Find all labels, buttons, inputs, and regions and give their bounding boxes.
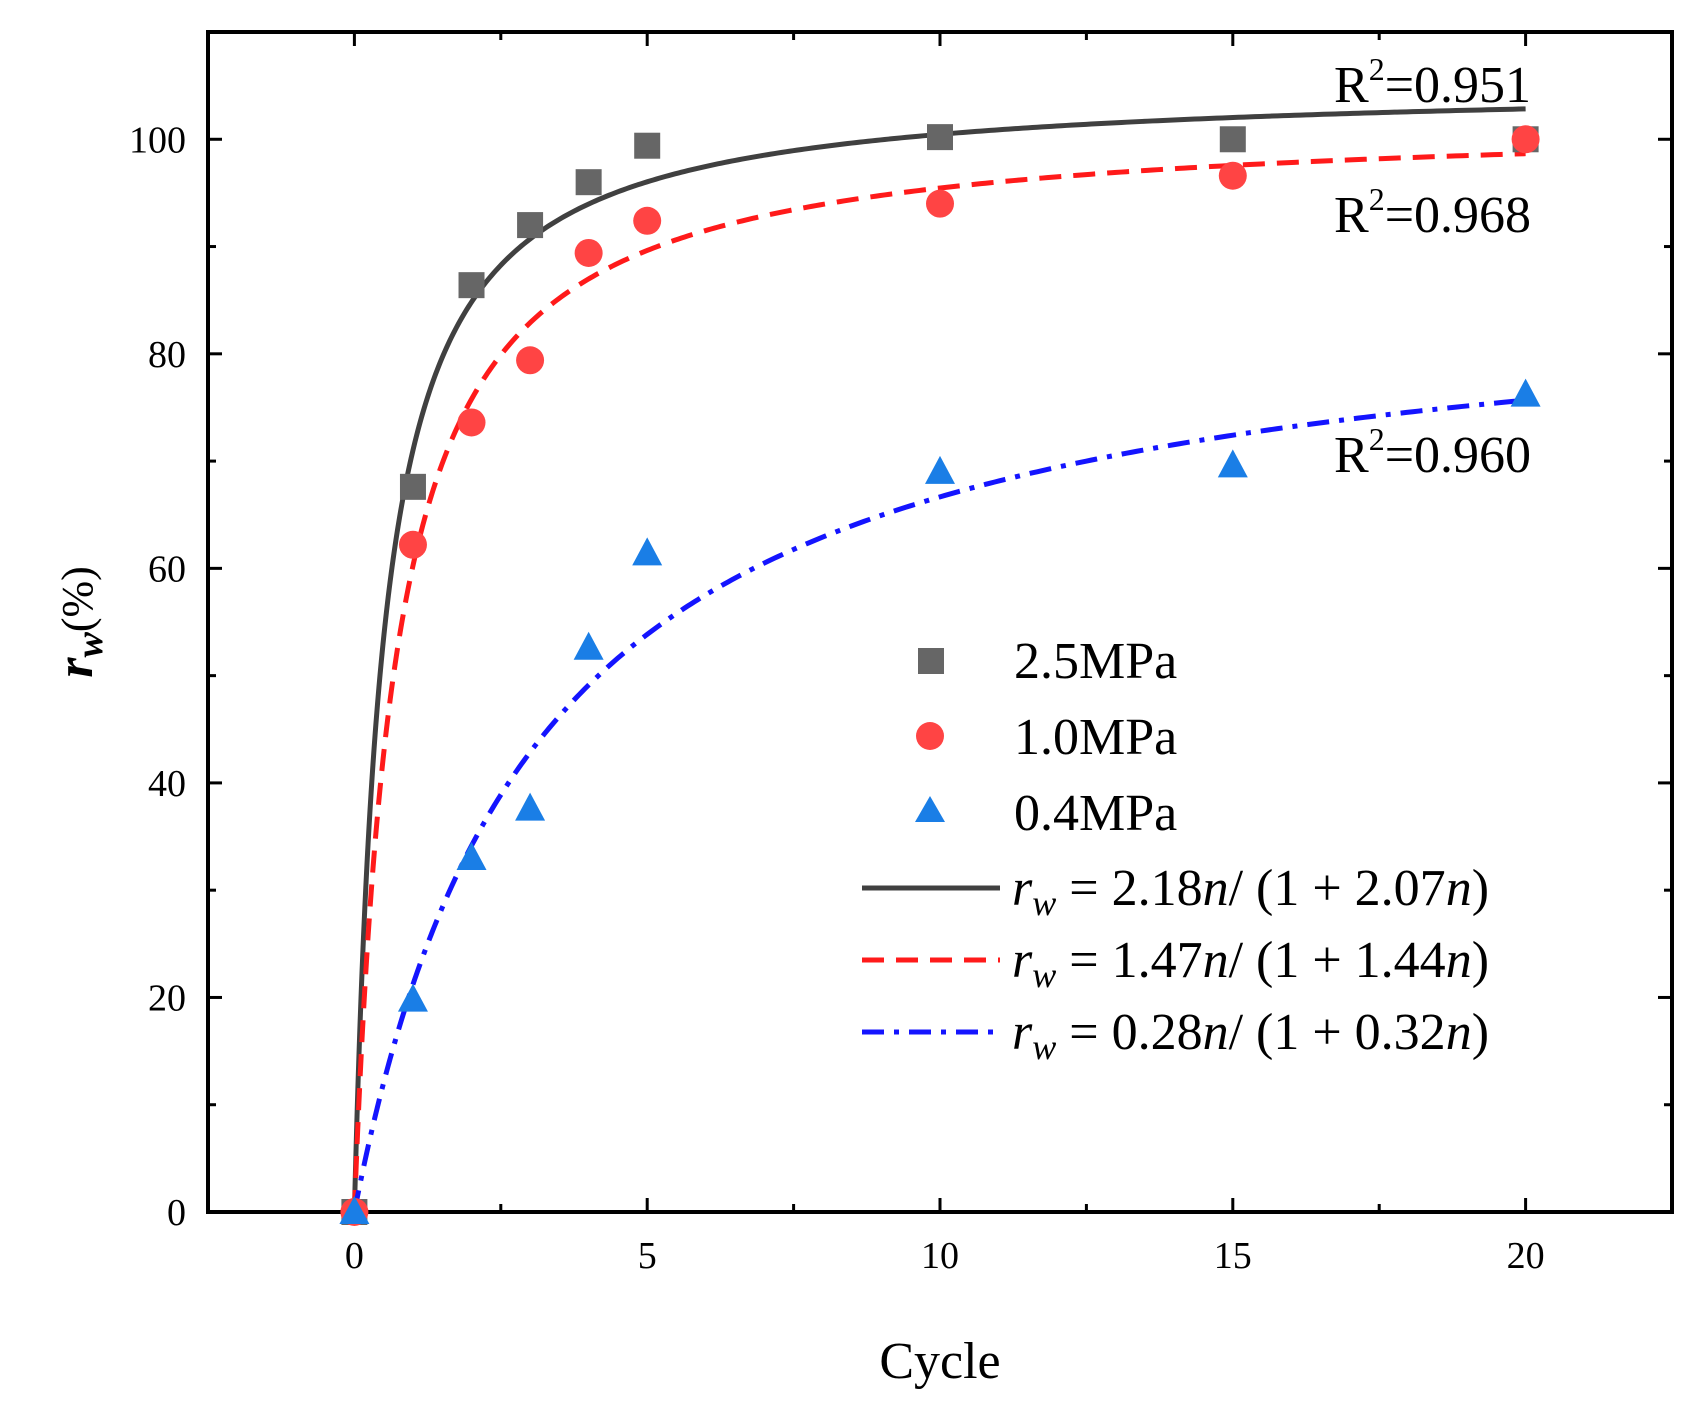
x-tick-label: 20 [1507,1235,1545,1277]
axis-ticks: 0 5 10 15 20 0 20 40 60 80 100 [129,30,1674,1277]
legend: 2.5MPa 1.0MPa 0.4MPa rw = 2.18n/ (1 + 2.… [862,633,1489,1067]
legend-label-1.0mpa: 1.0MPa [1014,709,1177,766]
marker-triangle [515,792,546,821]
fit-curves [351,106,1526,1213]
marker-triangle [456,842,487,870]
y-tick-label: 40 [148,763,186,805]
legend-marker-2.5mpa [918,648,944,674]
marker-triangle [1217,449,1248,478]
y-axis-title: rw(%) [47,566,111,678]
legend-marker-1.0mpa [916,722,944,750]
marker-triangle [339,1196,370,1224]
legend-eq-0.4mpa: rw = 0.28n/ (1 + 0.32n) [1012,1004,1489,1067]
marker-square [458,272,485,299]
r2-annotation-2.5mpa: R2=0.951 [1334,51,1531,114]
x-axis-title: Cycle [879,1333,1000,1390]
legend-label-0.4mpa: 0.4MPa [1014,785,1177,842]
marker-circle [516,346,545,375]
y-tick-label: 100 [129,119,186,161]
data-markers [339,124,1541,1226]
y-tick-label: 80 [148,334,186,376]
marker-square [927,124,953,151]
marker-square [575,169,602,196]
y-tick-label: 20 [148,977,186,1019]
y-tick-label: 0 [167,1192,186,1234]
x-tick-label: 5 [638,1235,657,1277]
marker-triangle [1510,378,1541,407]
marker-circle [1511,125,1540,154]
x-tick-label: 10 [921,1235,959,1277]
legend-marker-0.4mpa [915,796,945,822]
marker-triangle [632,537,663,566]
marker-square [634,132,661,159]
marker-square [1219,126,1246,153]
fit-curve-0 [351,106,1526,1212]
marker-square [399,473,426,500]
legend-label-2.5mpa: 2.5MPa [1014,633,1177,690]
svg-text:rw(%): rw(%) [47,566,111,678]
marker-circle [926,189,954,218]
marker-circle [633,206,662,235]
legend-eq-2.5mpa: rw = 2.18n/ (1 + 2.07n) [1012,860,1489,923]
legend-eq-1.0mpa: rw = 1.47n/ (1 + 1.44n) [1012,932,1489,995]
marker-circle [574,238,603,267]
marker-circle [398,530,427,559]
x-tick-label: 0 [345,1235,364,1277]
marker-triangle [397,983,428,1012]
marker-circle [1218,161,1247,190]
marker-triangle [925,455,955,484]
y-tick-label: 60 [148,548,186,590]
marker-circle [457,408,486,437]
r2-annotation-0.4mpa: R2=0.960 [1334,421,1531,484]
marker-square [517,212,544,239]
marker-triangle [573,631,604,660]
x-tick-label: 15 [1214,1235,1252,1277]
fit-curve-1 [351,151,1526,1213]
r2-annotation-1.0mpa: R2=0.968 [1334,181,1531,244]
fit-curve-2 [351,397,1526,1213]
